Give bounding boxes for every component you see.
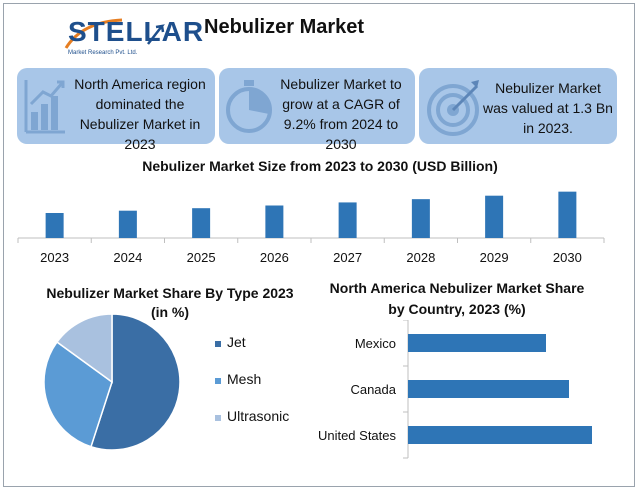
country-share-chart-title: North America Nebulizer Market Share by … [329,280,585,317]
legend-swatch [215,415,221,421]
market-size-chart-title: Nebulizer Market Size from 2023 to 2030 … [142,158,498,174]
info-card-text: Nebulizer Market to grow at a CAGR of 9.… [280,76,402,152]
pie-slice-mesh [43,340,113,448]
type-share-pie-chart: Jet Mesh Ultrasonic [43,313,289,451]
page-title: Nebulizer Market [204,16,365,38]
info-card-value: Nebulizer Market was valued at 1.3 Bn in… [419,68,617,144]
pie-slice-ultrasonic [55,313,113,384]
bar-2030 [558,191,577,238]
legend-label: Mesh [227,371,261,387]
target-icon [427,80,479,136]
bar-2027 [338,202,357,238]
x-tick-label: 2026 [260,250,289,265]
x-tick-label: 2030 [553,250,582,265]
legend-swatch [215,341,221,347]
bar-canada [408,380,569,398]
y-tick-label: United States [318,428,397,443]
info-card-text: Nebulizer Market was valued at 1.3 Bn in… [483,80,613,136]
logo-text: STELLAR [68,16,205,47]
y-tick-label: Canada [350,382,396,397]
bar-2024 [118,210,137,238]
logo: STELLAR Market Research Pvt. Ltd. [62,14,203,64]
x-tick-label: 2024 [113,250,142,265]
bar-2023 [45,213,64,238]
pie-slice-jet [90,313,181,451]
bar-2028 [411,199,430,238]
country-share-bar-chart: Mexico Canada United States [318,320,592,459]
type-share-chart-title: Nebulizer Market Share By Type 2023 (in … [46,285,294,320]
y-tick-label: Mexico [355,336,396,351]
market-size-bar-chart: 2023 2024 2025 2026 2027 2028 2029 2030 [17,191,605,265]
x-tick-label: 2028 [406,250,435,265]
bar-growth-icon [24,80,65,134]
x-tick-label: 2027 [333,250,362,265]
x-tick-label: 2029 [480,250,509,265]
legend-swatch [215,378,221,384]
x-tick-label: 2023 [40,250,69,265]
bar-mexico [408,334,546,352]
x-tick-label: 2025 [187,250,216,265]
info-card-text: North America region dominated the Nebul… [74,76,206,152]
legend-label: Jet [227,334,246,350]
bar-2025 [192,208,211,238]
logo-swoosh-icon [64,18,165,49]
bar-2026 [265,205,284,238]
bar-2029 [485,195,504,238]
info-card-cagr: Nebulizer Market to grow at a CAGR of 9.… [219,68,415,152]
logo-subtext: Market Research Pvt. Ltd. [68,50,138,56]
stopwatch-icon [226,80,272,133]
legend-label: Ultrasonic [227,408,289,424]
info-card-region: North America region dominated the Nebul… [17,68,215,152]
bar-united-states [408,426,592,444]
